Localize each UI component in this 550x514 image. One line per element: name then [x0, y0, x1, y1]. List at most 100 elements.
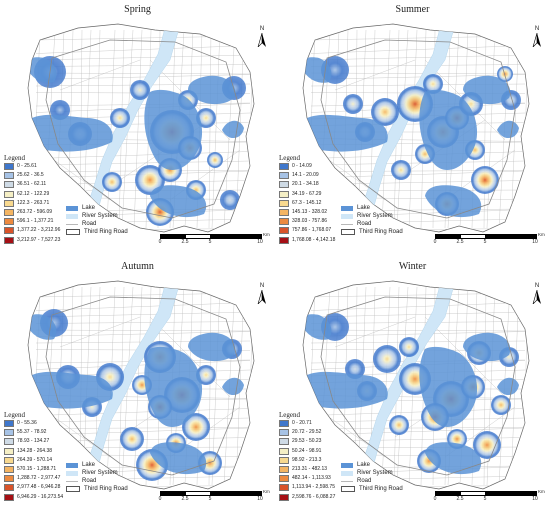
scale-bar-segment — [485, 234, 537, 239]
hotspot — [120, 427, 144, 451]
road-line — [35, 329, 251, 332]
symbol-legend-item: River System — [66, 469, 128, 477]
legend: 0 - 14.09 14.1 - 20.09 20.1 - 34.18 34.19 -… — [279, 162, 335, 245]
legend-item: 55.37 - 78.92 — [4, 428, 63, 437]
symbol-label: Third Ring Road — [84, 229, 128, 235]
symbol-swatch — [341, 462, 353, 468]
lake — [222, 377, 244, 396]
symbol-legend-item: Third Ring Road — [341, 228, 403, 236]
symbol-legend-item: River System — [341, 212, 403, 220]
scale-unit-label: Km — [263, 232, 270, 237]
scale-bar-segment — [210, 234, 262, 239]
legend-swatch — [4, 456, 14, 464]
symbol-swatch — [66, 470, 78, 476]
scale-tick-label: 2.5 — [456, 496, 464, 502]
scale-tick-label: 10 — [257, 496, 263, 502]
legend-label: 29.53 - 50.23 — [292, 438, 322, 445]
road-line — [35, 64, 251, 67]
symbol-legend-item: Road — [66, 477, 128, 485]
scale-bar-segment — [210, 491, 262, 496]
north-arrow-icon — [257, 32, 266, 49]
hotspot — [343, 94, 363, 114]
hotspot — [391, 160, 411, 180]
symbol-label: River System — [357, 213, 393, 219]
map-canvas — [27, 23, 255, 233]
symbol-label: Lake — [357, 462, 371, 468]
scale-bar: 0 2.5 5 10 Km — [434, 232, 545, 250]
legend-label: 596.1 - 1,377.21 — [17, 218, 54, 225]
scale-tick-label: 0 — [158, 496, 162, 502]
legend-item: 596.1 - 1,377.21 — [4, 217, 60, 226]
legend-item: 757.86 - 1,768.07 — [279, 226, 335, 235]
legend-label: 0 - 25.61 — [17, 163, 37, 170]
road-line — [522, 286, 529, 486]
panel-title: Spring — [124, 4, 151, 15]
symbol-legend-item: Lake — [66, 204, 128, 212]
panel-title: Winter — [398, 261, 427, 272]
third-ring-road — [320, 296, 516, 476]
map-panel-winter: Winter N Legend 0 - 20.71 20.72 - 29.52 29… — [275, 257, 550, 514]
legend-label: 67.3 - 145.12 — [292, 199, 322, 206]
scale-tick-label: 0 — [433, 496, 437, 502]
scale-tick-label: 10 — [257, 239, 263, 245]
third-ring-road — [45, 39, 241, 219]
legend-label: 55.37 - 78.92 — [17, 429, 47, 436]
symbol-legend-item: Road — [341, 220, 403, 228]
legend-item: 34.19 - 67.29 — [279, 190, 335, 199]
symbol-label: Road — [357, 478, 372, 484]
legend-item: 67.3 - 145.12 — [279, 199, 335, 208]
hotspot — [371, 98, 399, 126]
legend-swatch — [279, 456, 289, 464]
north-arrow: N — [529, 283, 545, 309]
panel-title: Summer — [395, 4, 430, 15]
symbol-legend: Lake River System Road Third Ring Road — [66, 461, 128, 493]
legend-swatch — [4, 429, 14, 437]
legend-label: 3,212.97 - 7,527.23 — [17, 236, 61, 243]
symbol-label: Road — [82, 221, 97, 227]
road-line — [310, 417, 526, 423]
lake — [188, 332, 236, 362]
legend-title: Legend — [279, 411, 300, 419]
legend-swatch — [279, 484, 289, 492]
north-label: N — [534, 26, 540, 32]
road-line — [35, 311, 251, 318]
symbol-legend-item: Road — [66, 220, 128, 228]
hotspot — [110, 108, 130, 128]
lake — [463, 75, 511, 105]
hotspot — [471, 166, 499, 194]
scale-tick-label: 2.5 — [456, 239, 464, 245]
legend-item: 98.92 - 213.3 — [279, 456, 335, 465]
road-line — [35, 103, 251, 113]
legend-swatch — [279, 236, 289, 244]
north-label: N — [534, 283, 540, 289]
symbol-label: Third Ring Road — [359, 229, 403, 235]
map-canvas — [27, 280, 255, 490]
legend-label: 1,377.22 - 3,212.96 — [17, 227, 61, 234]
symbol-legend: Lake River System Road Third Ring Road — [66, 204, 128, 236]
lake — [29, 371, 113, 409]
map-panel-summer: Summer N Legend 0 - 14.09 14.1 - 20.09 20.… — [275, 0, 550, 257]
symbol-label: River System — [82, 470, 118, 476]
symbol-legend-item: River System — [341, 469, 403, 477]
symbol-label: Lake — [357, 205, 371, 211]
legend-item: 1,377.22 - 3,212.96 — [4, 226, 60, 235]
legend-swatch — [279, 493, 289, 501]
lake — [303, 314, 332, 340]
legend-label: 122.3 - 263.71 — [17, 199, 50, 206]
road-line — [310, 311, 526, 318]
legend-label: 134.28 - 264.38 — [17, 447, 53, 454]
lake — [463, 332, 511, 362]
legend-swatch — [4, 227, 14, 235]
road-line — [247, 29, 254, 229]
road-line — [208, 29, 212, 229]
legend-swatch — [4, 438, 14, 446]
scale-tick-label: 2.5 — [181, 496, 189, 502]
legend-swatch — [279, 475, 289, 483]
lake — [425, 442, 482, 475]
road-line — [381, 29, 391, 229]
symbol-legend-item: Lake — [341, 461, 403, 469]
north-arrow-icon — [532, 32, 541, 49]
legend-swatch — [279, 209, 289, 217]
hotspot — [491, 395, 511, 415]
scale-unit-label: Km — [538, 489, 545, 494]
